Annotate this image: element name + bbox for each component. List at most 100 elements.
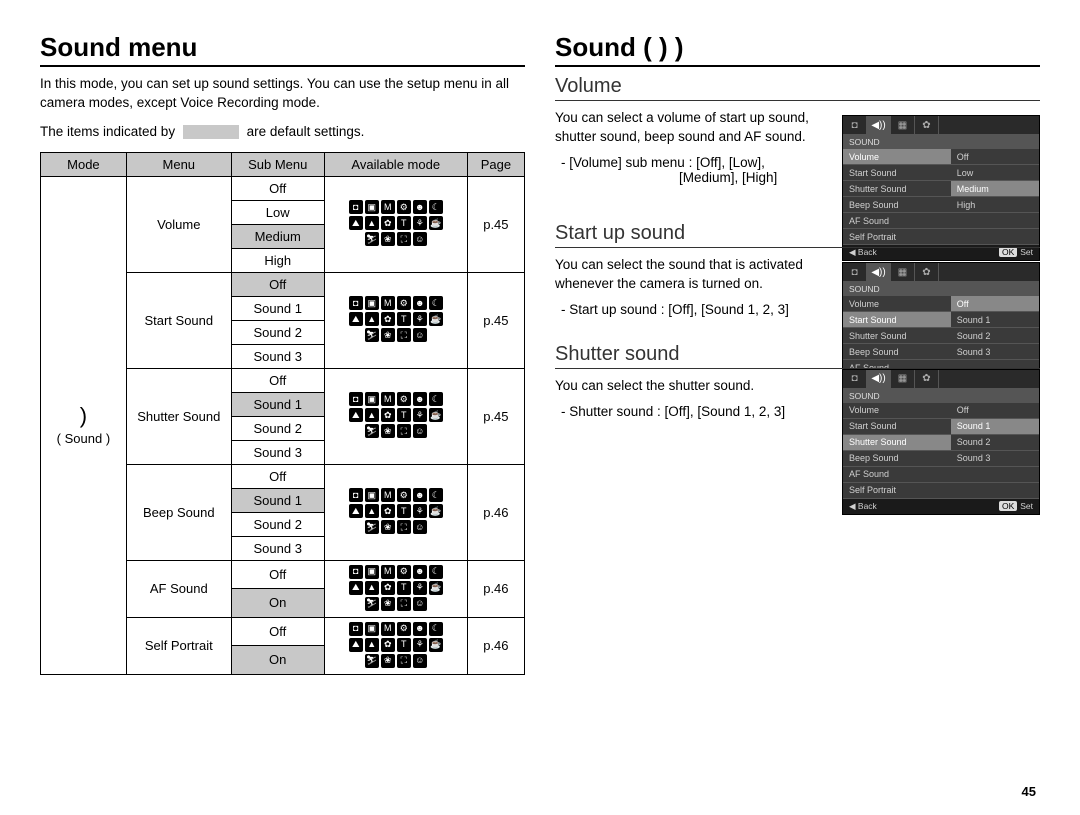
- submenu-cell: Sound 3: [231, 440, 324, 464]
- menu-cell: AF Sound: [126, 560, 231, 617]
- submenu-cell: On: [231, 589, 324, 618]
- th-menu: Menu: [126, 152, 231, 176]
- menu-cell: Shutter Sound: [126, 368, 231, 464]
- section-start-up-sound: Start up soundYou can select the sound t…: [555, 222, 1040, 317]
- lcd-tab: ✿: [915, 263, 939, 281]
- th-mode: Mode: [41, 152, 127, 176]
- subsection-heading: Volume: [555, 75, 1040, 101]
- available-cell: ◘▣M⚙☻☾⛰▲✿T⚘☕⛷❀⛶☺: [324, 176, 467, 272]
- submenu-cell: Medium: [231, 224, 324, 248]
- submenu-cell: Off: [231, 617, 324, 646]
- page-cell: p.46: [467, 464, 524, 560]
- submenu-cell: Sound 3: [231, 536, 324, 560]
- submenu-cell: High: [231, 248, 324, 272]
- page-cell: p.45: [467, 176, 524, 272]
- available-mode-icons: ◘▣M⚙☻☾⛰▲✿T⚘☕⛷❀⛶☺: [349, 622, 443, 670]
- submenu-cell: Low: [231, 200, 324, 224]
- lcd-left-item: Self Portrait: [843, 483, 951, 499]
- left-column: Sound menu In this mode, you can set up …: [40, 32, 525, 795]
- lcd-left-item: Volume: [843, 149, 951, 165]
- available-mode-icons: ◘▣M⚙☻☾⛰▲✿T⚘☕⛷❀⛶☺: [349, 565, 443, 613]
- default-note-pre: The items indicated by: [40, 124, 175, 139]
- submenu-cell: Sound 1: [231, 296, 324, 320]
- sound-menu-title: Sound menu: [40, 32, 525, 67]
- right-column: Sound ( ) ) VolumeYou can select a volum…: [555, 32, 1040, 795]
- lcd-tabs: ◘◀))▦✿: [843, 263, 1039, 282]
- lcd-right-item: Sound 2: [951, 435, 1039, 451]
- lcd-tab: ◘: [843, 263, 867, 281]
- submenu-cell: Off: [231, 464, 324, 488]
- submenu-cell: Sound 2: [231, 416, 324, 440]
- lcd-left-item: Start Sound: [843, 312, 951, 328]
- available-cell: ◘▣M⚙☻☾⛰▲✿T⚘☕⛷❀⛶☺: [324, 560, 467, 617]
- lcd-right-item: Sound 2: [951, 328, 1039, 344]
- submenu-cell: Sound 1: [231, 488, 324, 512]
- lcd-tab: ◀)): [867, 116, 891, 134]
- lcd-label: SOUND: [843, 282, 1039, 296]
- lcd-right-item: [951, 483, 1039, 499]
- mode-cell: )( Sound ): [41, 176, 127, 674]
- available-mode-icons: ◘▣M⚙☻☾⛰▲✿T⚘☕⛷❀⛶☺: [349, 296, 443, 344]
- lcd-ok: OK: [999, 501, 1017, 511]
- lcd-left-item: Start Sound: [843, 419, 951, 435]
- lcd-tab: ✿: [915, 370, 939, 388]
- submenu-cell: Off: [231, 560, 324, 589]
- menu-cell: Start Sound: [126, 272, 231, 368]
- submenu-cell: Sound 2: [231, 320, 324, 344]
- lcd-tabs: ◘◀))▦✿: [843, 116, 1039, 135]
- lcd-left-item: Volume: [843, 403, 951, 419]
- submenu-cell: Sound 2: [231, 512, 324, 536]
- lcd-tab: ◀)): [867, 263, 891, 281]
- lcd-tab: ▦: [891, 116, 915, 134]
- available-mode-icons: ◘▣M⚙☻☾⛰▲✿T⚘☕⛷❀⛶☺: [349, 392, 443, 440]
- lcd-tab: ◘: [843, 116, 867, 134]
- available-mode-icons: ◘▣M⚙☻☾⛰▲✿T⚘☕⛷❀⛶☺: [349, 200, 443, 248]
- sound-title: Sound ( ) ): [555, 32, 1040, 67]
- page-cell: p.46: [467, 560, 524, 617]
- submenu-cell: Sound 1: [231, 392, 324, 416]
- sound-menu-intro: In this mode, you can set up sound setti…: [40, 75, 525, 113]
- menu-cell: Volume: [126, 176, 231, 272]
- lcd-tab: ✿: [915, 116, 939, 134]
- lcd-tab: ◀)): [867, 370, 891, 388]
- lcd-tab: ▦: [891, 370, 915, 388]
- th-submenu: Sub Menu: [231, 152, 324, 176]
- lcd-back: ◀ Back: [849, 501, 877, 512]
- table-header-row: Mode Menu Sub Menu Available mode Page: [41, 152, 525, 176]
- lcd-right-item: Medium: [951, 181, 1039, 197]
- available-cell: ◘▣M⚙☻☾⛰▲✿T⚘☕⛷❀⛶☺: [324, 464, 467, 560]
- page-cell: p.45: [467, 272, 524, 368]
- available-cell: ◘▣M⚙☻☾⛰▲✿T⚘☕⛷❀⛶☺: [324, 368, 467, 464]
- lcd-label: SOUND: [843, 135, 1039, 149]
- th-available: Available mode: [324, 152, 467, 176]
- lcd-right-item: High: [951, 197, 1039, 213]
- subsection-heading: Start up sound: [555, 222, 1040, 248]
- lcd-right-item: Off: [951, 296, 1039, 312]
- lcd-left-item: Start Sound: [843, 165, 951, 181]
- submenu-cell: On: [231, 646, 324, 675]
- menu-cell: Self Portrait: [126, 617, 231, 674]
- lcd-tab: ▦: [891, 263, 915, 281]
- lcd-right-item: Sound 1: [951, 312, 1039, 328]
- available-mode-icons: ◘▣M⚙☻☾⛰▲✿T⚘☕⛷❀⛶☺: [349, 488, 443, 536]
- submenu-cell: Off: [231, 272, 324, 296]
- lcd-right-item: Off: [951, 403, 1039, 419]
- menu-cell: Beep Sound: [126, 464, 231, 560]
- available-cell: ◘▣M⚙☻☾⛰▲✿T⚘☕⛷❀⛶☺: [324, 617, 467, 674]
- default-swatch: [183, 125, 239, 139]
- default-note-post: are default settings.: [247, 124, 365, 139]
- page-cell: p.45: [467, 368, 524, 464]
- subsection-heading: Shutter sound: [555, 343, 1040, 369]
- table-row: )( Sound )VolumeOff◘▣M⚙☻☾⛰▲✿T⚘☕⛷❀⛶☺p.45: [41, 176, 525, 200]
- lcd-left-item: Volume: [843, 296, 951, 312]
- section-shutter-sound: Shutter soundYou can select the shutter …: [555, 343, 1040, 419]
- lcd-right-item: [951, 467, 1039, 483]
- lcd-right-item: Off: [951, 149, 1039, 165]
- submenu-cell: Off: [231, 368, 324, 392]
- th-page: Page: [467, 152, 524, 176]
- lcd-left-item: AF Sound: [843, 467, 951, 483]
- lcd-right-item: Sound 3: [951, 451, 1039, 467]
- section-volume: VolumeYou can select a volume of start u…: [555, 75, 1040, 196]
- lcd-preview: ◘◀))▦✿SOUNDVolumeStart SoundShutter Soun…: [842, 369, 1040, 515]
- lcd-tabs: ◘◀))▦✿: [843, 370, 1039, 389]
